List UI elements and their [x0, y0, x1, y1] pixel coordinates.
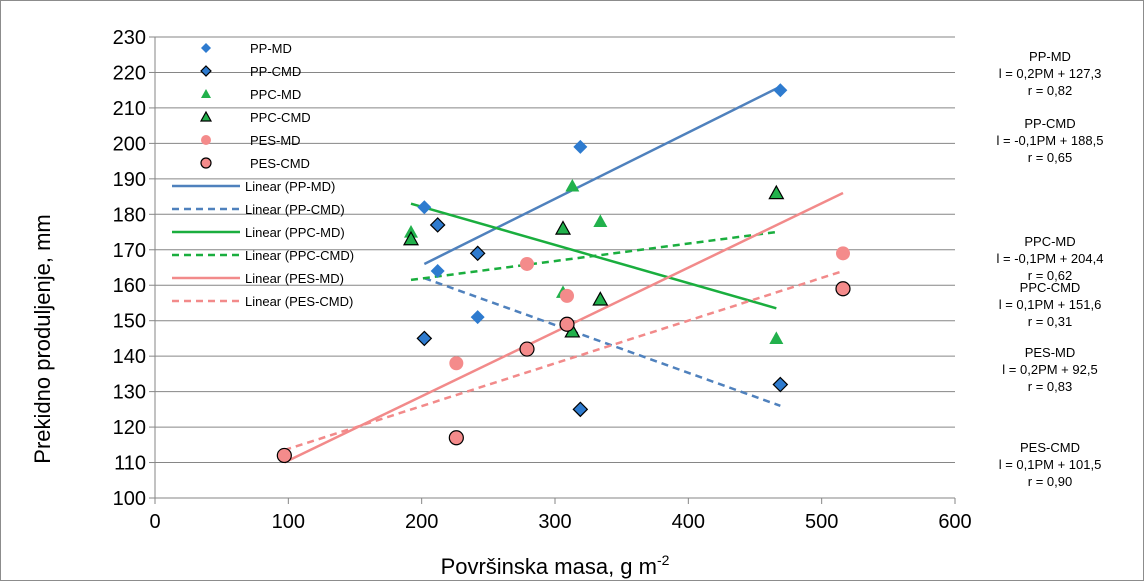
legend-label: Linear (PES-CMD) [245, 294, 353, 309]
legend-marker [199, 110, 213, 122]
legend-marker [201, 43, 211, 53]
data-point [593, 214, 608, 227]
equation-eq: l = 0,1PM + 101,5 [999, 457, 1102, 472]
data-point [565, 178, 580, 192]
equation-title: PP-MD [1029, 49, 1071, 64]
x-tick-label: 100 [272, 511, 305, 533]
data-point [836, 246, 850, 261]
legend-label: PPC-MD [250, 87, 301, 102]
data-point [592, 291, 609, 306]
trendline [410, 230, 777, 282]
data-point [429, 217, 446, 233]
equation-eq: l = -0,1PM + 204,4 [997, 251, 1104, 266]
equation-title: PP-CMD [1024, 116, 1075, 131]
data-point [402, 230, 420, 246]
data-point [559, 316, 575, 332]
equation-title: PES-CMD [1020, 440, 1080, 455]
legend-label: Linear (PP-MD) [245, 179, 335, 194]
y-tick-label: 160 [113, 275, 146, 297]
y-tick-label: 110 [114, 453, 146, 475]
x-tick-label: 600 [938, 511, 971, 533]
legend-marker [200, 157, 212, 169]
equation-eq: l = 0,1PM + 151,6 [999, 297, 1102, 312]
data-point [560, 288, 574, 303]
trendline [423, 85, 781, 266]
data-point [430, 264, 445, 279]
equation-eq: l = 0,2PM + 127,3 [999, 66, 1102, 81]
data-point [448, 430, 464, 446]
equation-title: PES-MD [1025, 345, 1076, 360]
data-points [276, 83, 851, 464]
y-tick-label: 170 [113, 240, 146, 262]
x-tick-label: 400 [672, 511, 705, 533]
data-point [276, 447, 292, 464]
data-point [470, 310, 485, 325]
legend-marker [201, 89, 211, 98]
trendline [283, 269, 844, 452]
y-tick-label: 130 [113, 382, 146, 404]
y-tick-label: 230 [113, 27, 146, 49]
equation-eq: l = -0,1PM + 188,5 [997, 133, 1104, 148]
legend-label: PES-CMD [250, 156, 310, 171]
x-tick-label: 300 [538, 511, 571, 533]
data-point [554, 220, 572, 235]
gridlines [155, 36, 955, 464]
data-point [769, 331, 784, 345]
data-point [519, 341, 535, 357]
equation-r: r = 0,62 [1028, 268, 1072, 283]
data-point [449, 356, 464, 371]
x-tick-label: 500 [805, 511, 838, 533]
equation-r: r = 0,65 [1028, 150, 1072, 165]
legend-marker [200, 65, 212, 77]
y-tick-label: 120 [113, 417, 146, 439]
legend-label: PPC-CMD [250, 110, 311, 125]
data-point [768, 184, 785, 200]
y-tick-label: 190 [113, 169, 146, 191]
legend-marker [201, 135, 211, 145]
legend-label: Linear (PP-CMD) [245, 202, 345, 217]
legend-label: Linear (PES-MD) [245, 271, 344, 286]
legend-label: PES-MD [250, 133, 301, 148]
data-point [572, 401, 589, 418]
y-tick-label: 140 [113, 346, 146, 368]
equation-title: PPC-CMD [1020, 280, 1081, 295]
equation-eq: l = 0,2PM + 92,5 [1002, 362, 1097, 377]
data-point [835, 281, 851, 297]
trendlines [283, 85, 844, 464]
legend-label: PP-CMD [250, 64, 301, 79]
legend-label: Linear (PPC-CMD) [245, 248, 354, 263]
data-point [416, 330, 433, 347]
data-point [573, 139, 588, 154]
x-tick-label: 0 [149, 511, 160, 533]
x-tick-label: 200 [405, 511, 438, 533]
legend-label: Linear (PPC-MD) [245, 225, 345, 240]
equation-title: PPC-MD [1024, 234, 1075, 249]
equation-r: r = 0,31 [1028, 314, 1072, 329]
axes: 100 110 120 130 140 150 160 170 180 190 200 210 220 2… [113, 27, 972, 533]
equation-r: r = 0,90 [1028, 474, 1072, 489]
y-tick-label: 100 [113, 488, 146, 510]
y-tick-label: 200 [113, 133, 146, 155]
data-point [417, 200, 432, 215]
equation-r: r = 0,82 [1028, 83, 1072, 98]
y-tick-label: 220 [113, 62, 146, 84]
x-axis-title-superscript: -2 [657, 552, 670, 568]
equations-panel: PP-MD l = 0,2PM + 127,3 r = 0,82 PP-CMD l = … [997, 49, 1104, 489]
data-point [469, 245, 486, 262]
x-axis-title: Površinska masa, g m-2 [441, 552, 670, 579]
legend: PP-MD PP-CMD PPC-MD PPC-CMD PES-MD PES-CMD Lin… [172, 41, 354, 309]
x-axis-title-text: Površinska masa, g m [441, 554, 657, 579]
data-point [773, 83, 788, 98]
data-point [520, 256, 534, 271]
y-tick-label: 180 [113, 204, 146, 226]
y-tick-label: 150 [113, 311, 146, 333]
y-axis-title: Prekidno produljenje, mm [30, 214, 55, 463]
legend-label: PP-MD [250, 41, 292, 56]
y-tick-label: 210 [113, 98, 146, 120]
equation-r: r = 0,83 [1028, 379, 1072, 394]
data-point [772, 376, 789, 393]
trendline [423, 276, 781, 407]
